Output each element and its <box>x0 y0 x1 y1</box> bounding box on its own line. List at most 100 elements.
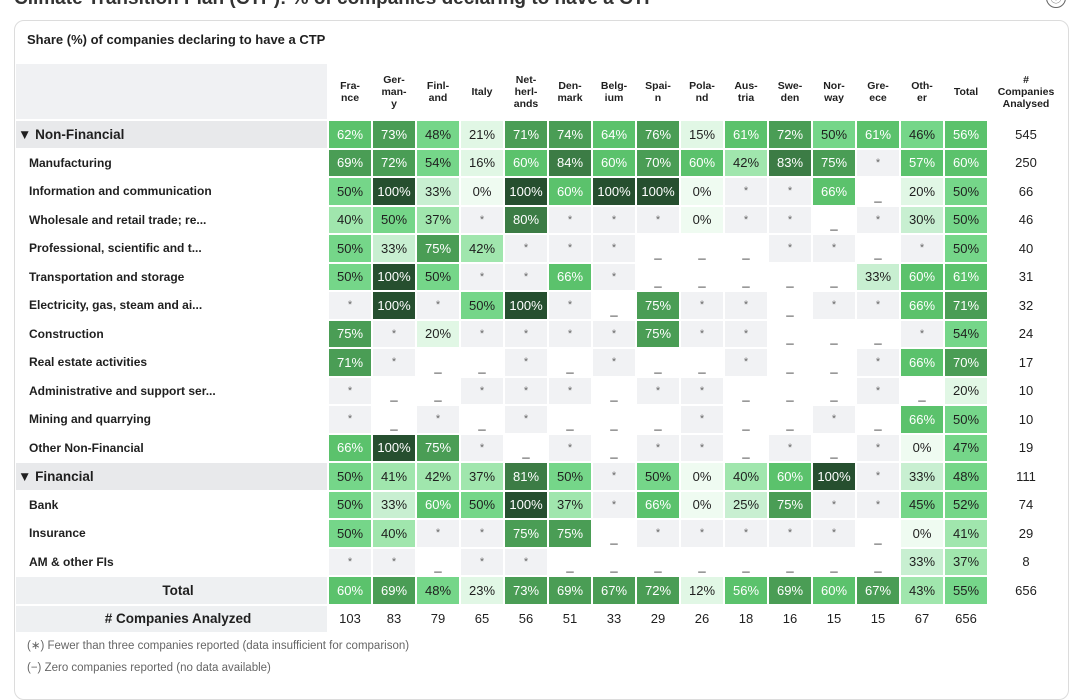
column-header[interactable]: Swe- den <box>769 64 811 119</box>
insufficient-data-cell: * <box>901 320 943 347</box>
no-data-cell: _ <box>637 406 679 433</box>
help-icon[interactable]: ⓘ <box>1046 0 1066 8</box>
no-data-cell: _ <box>549 349 591 376</box>
column-header[interactable]: Fra- nce <box>329 64 371 119</box>
percent-cell: 56% <box>945 121 987 148</box>
group-toggle-row-label[interactable]: ▼ Non-Financial <box>16 121 327 148</box>
percent-cell: 50% <box>813 121 855 148</box>
row-label: Insurance <box>16 520 327 547</box>
percent-cell: 61% <box>725 121 767 148</box>
count-cell: 18 <box>725 605 767 632</box>
percent-cell: 16% <box>461 149 503 176</box>
count-cell: 26 <box>681 605 723 632</box>
column-header[interactable]: Spai- n <box>637 64 679 119</box>
column-header[interactable]: Nor- way <box>813 64 855 119</box>
percent-cell: 72% <box>637 577 679 604</box>
column-header[interactable]: Gre- ece <box>857 64 899 119</box>
insufficient-data-cell: * <box>593 235 635 262</box>
insufficient-data-cell: * <box>725 349 767 376</box>
percent-cell: 0% <box>901 434 943 461</box>
percent-cell: 66% <box>901 406 943 433</box>
insufficient-data-cell: * <box>505 406 547 433</box>
percent-cell: 33% <box>373 491 415 518</box>
companies-count-cell: 111 <box>989 463 1063 490</box>
insufficient-data-cell: * <box>857 349 899 376</box>
insufficient-data-cell: * <box>681 434 723 461</box>
percent-cell: 100% <box>505 292 547 319</box>
companies-count-cell: 32 <box>989 292 1063 319</box>
insufficient-data-cell: * <box>769 178 811 205</box>
count-cell: 79 <box>417 605 459 632</box>
companies-count-cell: 31 <box>989 263 1063 290</box>
percent-cell: 37% <box>549 491 591 518</box>
no-data-cell: _ <box>857 548 899 575</box>
percent-cell: 73% <box>505 577 547 604</box>
row-label: Electricity, gas, steam and ai... <box>16 292 327 319</box>
column-header[interactable]: Net- herl- ands <box>505 64 547 119</box>
column-header[interactable]: Aus- tria <box>725 64 767 119</box>
insufficient-data-cell: * <box>417 406 459 433</box>
column-header[interactable]: Belg- ium <box>593 64 635 119</box>
percent-cell: 37% <box>417 206 459 233</box>
column-header[interactable]: Ger- man- y <box>373 64 415 119</box>
insufficient-data-cell: * <box>329 548 371 575</box>
column-header[interactable]: Pola- nd <box>681 64 723 119</box>
percent-cell: 50% <box>373 206 415 233</box>
column-header[interactable]: Italy <box>461 64 503 119</box>
insufficient-data-cell: * <box>681 520 723 547</box>
insufficient-data-cell: * <box>725 292 767 319</box>
no-data-cell: _ <box>505 434 547 461</box>
percent-cell: 60% <box>769 463 811 490</box>
column-header[interactable]: Total <box>945 64 987 119</box>
companies-count-cell: 66 <box>989 178 1063 205</box>
insufficient-data-cell: * <box>593 463 635 490</box>
insufficient-data-cell: * <box>857 292 899 319</box>
table-row: Electricity, gas, steam and ai... * 100% * 5… <box>16 292 1063 319</box>
no-data-cell: _ <box>769 406 811 433</box>
insufficient-data-cell: * <box>549 206 591 233</box>
insufficient-data-cell: * <box>461 320 503 347</box>
percent-cell: 72% <box>769 121 811 148</box>
percent-cell: 0% <box>681 178 723 205</box>
percent-cell: 75% <box>549 520 591 547</box>
no-data-cell: _ <box>725 406 767 433</box>
column-header[interactable]: # Companies Analysed <box>989 64 1063 119</box>
insufficient-data-cell: * <box>857 434 899 461</box>
column-header[interactable]: Den- mark <box>549 64 591 119</box>
legend-zero: (−) Zero companies reported (no data ava… <box>27 662 271 674</box>
percent-cell: 33% <box>901 548 943 575</box>
percent-cell: 50% <box>549 463 591 490</box>
insufficient-data-cell: * <box>813 491 855 518</box>
percent-cell: 76% <box>637 121 679 148</box>
row-label: Wholesale and retail trade; re... <box>16 206 327 233</box>
percent-cell: 66% <box>637 491 679 518</box>
companies-count-cell <box>989 605 1063 632</box>
no-data-cell: _ <box>417 349 459 376</box>
percent-cell: 48% <box>945 463 987 490</box>
percent-cell: 43% <box>901 577 943 604</box>
insufficient-data-cell: * <box>813 235 855 262</box>
column-header[interactable]: Oth- er <box>901 64 943 119</box>
table-row: # Companies Analyzed 103 83 79 65 56 51 33 29 26 1… <box>16 605 1063 632</box>
column-header[interactable]: Finl- and <box>417 64 459 119</box>
table-row: Transportation and storage 50% 100% 50% * * 66… <box>16 263 1063 290</box>
no-data-cell: _ <box>857 406 899 433</box>
row-label: Information and communication <box>16 178 327 205</box>
insufficient-data-cell: * <box>549 320 591 347</box>
percent-cell: 60% <box>593 149 635 176</box>
percent-cell: 57% <box>901 149 943 176</box>
no-data-cell: _ <box>593 434 635 461</box>
percent-cell: 80% <box>505 206 547 233</box>
insufficient-data-cell: * <box>813 520 855 547</box>
insufficient-data-cell: * <box>725 520 767 547</box>
percent-cell: 46% <box>901 121 943 148</box>
no-data-cell: _ <box>681 548 723 575</box>
count-cell: 65 <box>461 605 503 632</box>
row-label: # Companies Analyzed <box>16 605 327 632</box>
percent-cell: 70% <box>637 149 679 176</box>
insufficient-data-cell: * <box>329 377 371 404</box>
companies-count-cell: 46 <box>989 206 1063 233</box>
percent-cell: 41% <box>373 463 415 490</box>
group-toggle-row-label[interactable]: ▼ Financial <box>16 463 327 490</box>
table-row: ▼ Financial 50% 41% 42% 37% 81% 50% * 50% 0% 40% 60… <box>16 463 1063 490</box>
